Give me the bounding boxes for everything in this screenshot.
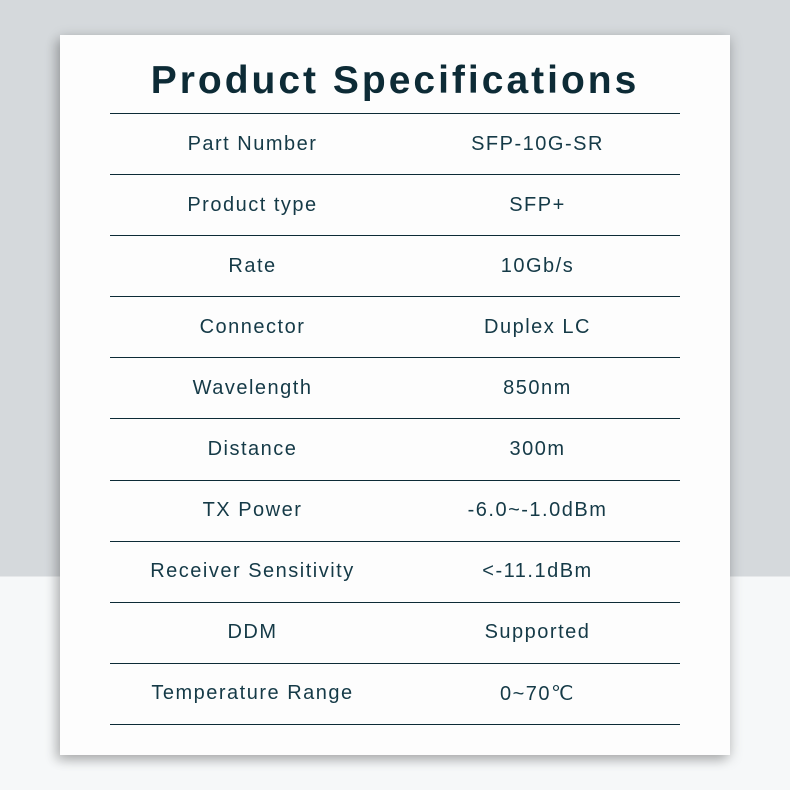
spec-label: Wavelength: [110, 377, 395, 400]
spec-label: Rate: [110, 255, 395, 278]
table-row: Temperature Range0~70℃: [110, 663, 680, 725]
spec-label: Distance: [110, 438, 395, 461]
spec-value: -6.0~-1.0dBm: [395, 499, 680, 522]
spec-value: SFP-10G-SR: [395, 133, 680, 156]
spec-value: SFP+: [395, 194, 680, 217]
spec-title: Product Specifications: [110, 59, 680, 103]
table-row: Rate10Gb/s: [110, 235, 680, 296]
spec-label: TX Power: [110, 499, 395, 522]
spec-value: 300m: [395, 438, 680, 461]
spec-table: Part NumberSFP-10G-SRProduct typeSFP+Rat…: [110, 113, 680, 725]
spec-value: 0~70℃: [395, 681, 680, 706]
table-row: TX Power-6.0~-1.0dBm: [110, 480, 680, 541]
table-row: Wavelength850nm: [110, 357, 680, 418]
spec-value: Supported: [395, 621, 680, 644]
table-row: DDMSupported: [110, 602, 680, 663]
spec-value: 10Gb/s: [395, 255, 680, 278]
table-row: Distance300m: [110, 418, 680, 479]
table-row: Part NumberSFP-10G-SR: [110, 113, 680, 174]
spec-value: 850nm: [395, 377, 680, 400]
table-row: Receiver Sensitivity<-11.1dBm: [110, 541, 680, 602]
spec-card: Product Specifications Part NumberSFP-10…: [60, 35, 730, 755]
spec-label: Product type: [110, 194, 395, 217]
table-row: ConnectorDuplex LC: [110, 296, 680, 357]
spec-label: DDM: [110, 621, 395, 644]
spec-value: <-11.1dBm: [395, 560, 680, 583]
spec-label: Temperature Range: [110, 682, 395, 705]
spec-value: Duplex LC: [395, 316, 680, 339]
spec-label: Connector: [110, 316, 395, 339]
table-row: Product typeSFP+: [110, 174, 680, 235]
spec-label: Receiver Sensitivity: [110, 560, 395, 583]
spec-label: Part Number: [110, 133, 395, 156]
